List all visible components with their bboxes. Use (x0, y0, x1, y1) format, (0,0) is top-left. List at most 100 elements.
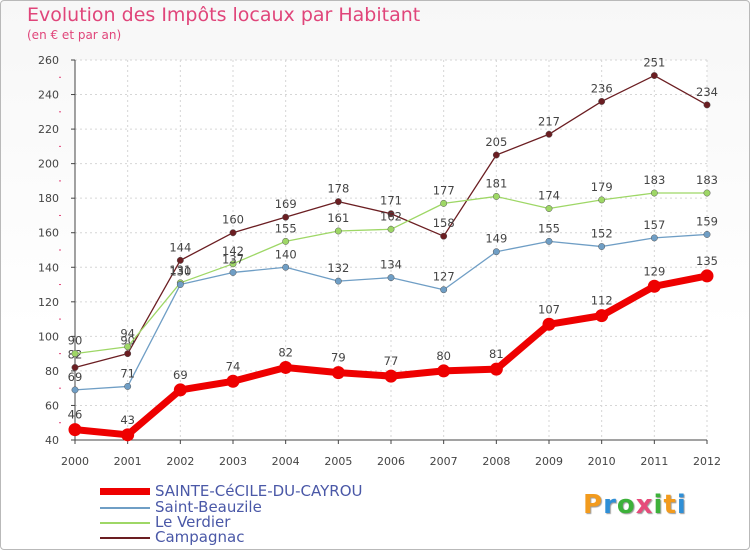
logo-letter: r (603, 490, 617, 520)
data-point-le-verdier (545, 205, 553, 212)
data-point-le-verdier (334, 227, 342, 235)
x-tick-label: 2000 (61, 455, 89, 468)
data-point-le-verdier (703, 189, 711, 197)
data-label-campagnac: 169 (275, 197, 297, 211)
data-point-sainte-c-cile-du-cayrou (700, 269, 714, 283)
x-tick-label: 2010 (588, 455, 616, 468)
data-label-le-verdier: 181 (485, 176, 507, 190)
data-point-sainte-c-cile-du-cayrou (279, 360, 293, 374)
data-point-sainte-c-cile-du-cayrou (173, 383, 187, 397)
data-point-le-verdier (124, 343, 132, 351)
data-point-campagnac (387, 210, 395, 218)
x-tick-label: 2011 (640, 455, 668, 468)
y-tick-label: 160 (38, 227, 59, 240)
data-label-le-verdier: 161 (327, 211, 349, 225)
data-label-le-verdier: 177 (433, 183, 455, 197)
data-point-campagnac (71, 364, 79, 371)
data-label-campagnac: 178 (327, 182, 349, 196)
line-chart: 40 60 80 100 120 140 160 180 200 220 240 260 2000 200… (38, 54, 721, 468)
data-label-saint-beauzile: 69 (68, 370, 83, 384)
data-label-campagnac: 236 (591, 81, 613, 95)
data-label-le-verdier: 183 (643, 173, 665, 187)
x-tick-label: 2004 (272, 455, 300, 468)
y-tick-label: 240 (38, 89, 59, 102)
data-point-sainte-c-cile-du-cayrou (384, 369, 398, 383)
legend-swatch-saint-beauzile (100, 507, 150, 509)
data-label-saint-beauzile: 132 (327, 261, 349, 275)
data-label-saint-beauzile: 137 (222, 252, 244, 266)
data-label-saint-beauzile: 157 (643, 218, 665, 232)
data-point-le-verdier (598, 196, 606, 204)
data-point-sainte-c-cile-du-cayrou (68, 423, 82, 437)
data-point-saint-beauzile (334, 277, 342, 285)
data-label-saint-beauzile: 71 (120, 366, 135, 380)
data-label-saint-beauzile: 152 (591, 227, 613, 241)
data-point-sainte-c-cile-du-cayrou (647, 279, 661, 293)
legend-swatch-le-verdier (100, 522, 150, 524)
data-point-campagnac (124, 350, 132, 358)
data-point-campagnac (440, 232, 448, 240)
legend-swatch-campagnac (100, 537, 150, 539)
y-tick-label: 200 (38, 158, 59, 171)
data-point-saint-beauzile (124, 383, 132, 390)
y-tick-label: 260 (38, 54, 59, 67)
data-label-saint-beauzile: 134 (380, 258, 402, 272)
data-point-campagnac (176, 256, 184, 264)
x-tick-label: 2007 (430, 455, 458, 468)
data-point-saint-beauzile (545, 237, 553, 245)
x-tick-label: 2005 (324, 455, 352, 468)
data-label-campagnac: 205 (485, 135, 507, 149)
data-label-sainte-c-cile-du-cayrou: 135 (696, 254, 718, 268)
data-label-sainte-c-cile-du-cayrou: 46 (68, 408, 83, 422)
data-label-sainte-c-cile-du-cayrou: 112 (591, 294, 613, 308)
data-point-saint-beauzile (282, 263, 290, 271)
logo-letter: i (676, 490, 687, 520)
data-label-campagnac: 234 (696, 85, 718, 99)
data-label-campagnac: 251 (643, 56, 665, 70)
y-tick-label: 140 (38, 261, 59, 274)
logo-letter: i (653, 490, 664, 520)
data-label-saint-beauzile: 155 (538, 221, 560, 235)
data-point-le-verdier (440, 199, 448, 207)
data-point-campagnac (545, 130, 553, 138)
x-tick-label: 2006 (377, 455, 405, 468)
proxiti-logo: Proxiti (583, 490, 687, 520)
x-tick-label: 2008 (482, 455, 510, 468)
data-point-le-verdier (229, 260, 237, 268)
logo-letter: t (663, 490, 677, 520)
data-label-saint-beauzile: 149 (485, 232, 507, 246)
data-point-saint-beauzile (71, 386, 79, 394)
data-label-sainte-c-cile-du-cayrou: 81 (489, 347, 504, 361)
y-tick-label: 180 (38, 192, 59, 205)
data-label-sainte-c-cile-du-cayrou: 79 (331, 351, 346, 365)
data-point-le-verdier (71, 350, 79, 358)
data-point-le-verdier (387, 225, 395, 233)
data-label-saint-beauzile: 130 (169, 265, 191, 279)
data-label-saint-beauzile: 140 (275, 247, 297, 261)
data-label-saint-beauzile: 159 (696, 214, 718, 228)
data-point-saint-beauzile (176, 281, 184, 288)
data-point-le-verdier (492, 193, 500, 200)
y-tick-label: 100 (38, 330, 59, 343)
legend-label-saint-beauzile: Saint-Beauzile (155, 498, 262, 516)
y-tick-label: 80 (45, 365, 59, 378)
x-tick-label: 2009 (535, 455, 563, 468)
x-tick-label: 2002 (166, 455, 194, 468)
logo-letter: P (583, 490, 604, 520)
data-label-le-verdier: 183 (696, 173, 718, 187)
data-point-sainte-c-cile-du-cayrou (331, 366, 345, 380)
data-point-le-verdier (282, 237, 290, 245)
data-label-le-verdier: 179 (591, 180, 613, 194)
data-point-sainte-c-cile-du-cayrou (226, 374, 240, 388)
data-point-le-verdier (650, 189, 658, 197)
data-label-sainte-c-cile-du-cayrou: 129 (643, 264, 665, 278)
data-label-le-verdier: 162 (380, 209, 402, 223)
data-point-sainte-c-cile-du-cayrou (542, 317, 556, 331)
data-point-saint-beauzile (492, 248, 500, 256)
data-point-saint-beauzile (650, 234, 658, 242)
legend-swatch-sainte-cecile (100, 488, 150, 495)
data-point-saint-beauzile (387, 274, 395, 282)
legend-label-campagnac: Campagnac (155, 528, 245, 546)
data-label-campagnac: 90 (120, 334, 135, 348)
y-tick-label: 220 (38, 123, 59, 136)
